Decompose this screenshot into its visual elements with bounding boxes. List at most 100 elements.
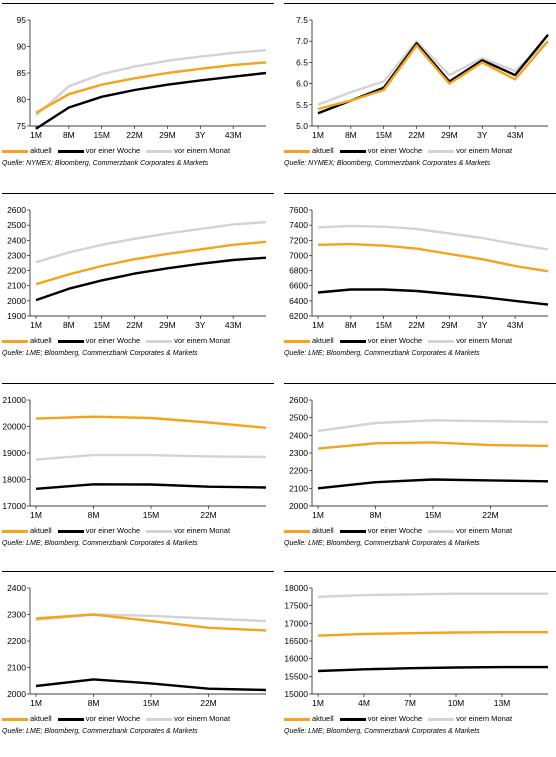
legend-swatch <box>146 339 173 343</box>
legend-item-monat: vor einem Monat <box>146 146 230 155</box>
legend-label: aktuell <box>312 526 334 535</box>
y-tick-label: 2100 <box>7 663 26 673</box>
x-tick-label: 1M <box>312 510 324 520</box>
legend-swatch <box>146 149 173 153</box>
y-tick-label: 95 <box>17 15 27 25</box>
x-tick-label: 15M <box>375 320 392 330</box>
legend-swatch <box>2 529 28 533</box>
legend-item-woche: vor einer Woche <box>339 714 423 723</box>
legend-label: aktuell <box>30 714 52 723</box>
series-line-aktuell <box>317 441 549 450</box>
legend-item-monat: vor einem Monat <box>428 714 512 723</box>
y-tick-label: 17000 <box>2 501 26 511</box>
legend-label: aktuell <box>312 146 334 155</box>
series-line-aktuell <box>317 40 549 111</box>
series-line-woche <box>35 678 267 692</box>
y-tick-label: 2600 <box>7 205 26 215</box>
legend-label: aktuell <box>312 336 334 345</box>
chart-plot: 1900 2000 2100 2200 2300 2400 2500 2600 1M 8M 15M 2… <box>7 205 267 330</box>
chart-legend: aktuell vor einer Woche vor einem Monat <box>284 146 518 155</box>
legend-label: vor einer Woche <box>367 714 423 723</box>
legend-item-aktuell: aktuell <box>2 146 52 155</box>
chart-panel-2: 5.0 5.5 6.0 6.5 7.0 7.5 1M 8M 15M 22M 29M 3Y 43M aktu… <box>284 2 556 187</box>
y-tick-label: 2200 <box>289 466 308 476</box>
x-tick-label: 3Y <box>195 320 206 330</box>
x-tick-label: 7M <box>404 698 416 708</box>
legend-label: vor einem Monat <box>456 526 513 535</box>
x-tick-label: 15M <box>143 510 160 520</box>
legend-item-aktuell: aktuell <box>284 526 334 535</box>
y-tick-label: 6800 <box>289 266 308 276</box>
chart-source: Quelle: LME; Bloomberg, Commerzbank Corp… <box>284 728 480 735</box>
y-tick-label: 7000 <box>289 250 308 260</box>
x-tick-label: 8M <box>63 320 75 330</box>
legend-label: vor einem Monat <box>174 714 231 723</box>
x-tick-label: 15M <box>375 130 392 140</box>
y-tick-label: 7600 <box>289 205 308 215</box>
x-tick-label: 1M <box>312 698 324 708</box>
series-line-woche <box>317 288 549 306</box>
chart-plot: 2000 2100 2200 2300 2400 2500 2600 1M 8M 15M 22M <box>289 395 549 520</box>
legend-swatch <box>428 529 455 533</box>
series-line-monat <box>35 453 267 461</box>
legend-item-woche: vor einer Woche <box>57 336 141 345</box>
chart-plot: 5.0 5.5 6.0 6.5 7.0 7.5 1M 8M 15M 22M 29M 3Y 43M <box>296 15 549 140</box>
chart-panel-8: 15000 15500 16000 16500 17000 17500 18000 1M 4M 7… <box>284 570 556 755</box>
legend-swatch <box>428 717 455 721</box>
chart-panel-1: 75 80 85 90 95 1M 8M 15M 22M 29M 3Y 43M aktuell vor e… <box>2 2 274 187</box>
legend-item-monat: vor einem Monat <box>428 146 512 155</box>
chart-plot: 15000 15500 16000 16500 17000 17500 18000 1M 4M 7… <box>284 583 548 708</box>
x-tick-label: 22M <box>126 130 143 140</box>
x-tick-label: 1M <box>30 698 42 708</box>
legend-item-aktuell: aktuell <box>284 336 334 345</box>
legend-label: aktuell <box>312 714 334 723</box>
y-tick-label: 7400 <box>289 220 308 230</box>
chart-legend: aktuell vor einer Woche vor einem Monat <box>284 526 518 535</box>
y-tick-label: 2400 <box>7 235 26 245</box>
y-tick-label: 5.5 <box>296 100 308 110</box>
y-tick-label: 2100 <box>289 483 308 493</box>
y-tick-label: 6200 <box>289 311 308 321</box>
x-tick-label: 22M <box>408 130 425 140</box>
y-tick-label: 85 <box>17 68 27 78</box>
series-line-woche <box>35 256 267 302</box>
y-tick-label: 5.0 <box>296 121 308 131</box>
x-tick-label: 1M <box>30 510 42 520</box>
y-tick-label: 15500 <box>284 671 308 681</box>
x-tick-label: 13M <box>494 698 511 708</box>
y-tick-label: 7200 <box>289 235 308 245</box>
legend-swatch <box>339 529 366 533</box>
x-tick-label: 15M <box>425 510 442 520</box>
legend-swatch <box>284 529 310 533</box>
chart-legend: aktuell vor einer Woche vor einem Monat <box>2 526 236 535</box>
chart-title <box>2 570 274 572</box>
legend-label: vor einem Monat <box>456 336 513 345</box>
y-tick-label: 15000 <box>284 689 308 699</box>
chart-title <box>284 2 556 4</box>
x-tick-label: 22M <box>126 320 143 330</box>
legend-item-aktuell: aktuell <box>284 146 334 155</box>
legend-swatch <box>57 529 84 533</box>
chart-plot: 2000 2100 2200 2300 2400 1M 8M 15M 22M <box>7 583 267 708</box>
y-tick-label: 75 <box>17 121 27 131</box>
x-tick-label: 8M <box>88 698 100 708</box>
x-tick-label: 8M <box>345 130 357 140</box>
legend-label: vor einer Woche <box>85 336 141 345</box>
series-line-woche <box>317 478 549 490</box>
y-tick-label: 2100 <box>7 281 26 291</box>
series-line-woche <box>35 483 267 490</box>
x-tick-label: 4M <box>358 698 370 708</box>
series-line-aktuell <box>35 415 267 429</box>
legend-label: vor einer Woche <box>367 146 423 155</box>
legend-item-woche: vor einer Woche <box>339 526 422 535</box>
x-tick-label: 8M <box>345 320 357 330</box>
legend-label: aktuell <box>30 336 52 345</box>
chart-plot: 17000 18000 19000 20000 21000 1M 8M 15M 22M <box>2 395 267 520</box>
x-tick-label: 8M <box>63 130 75 140</box>
legend-swatch <box>2 149 28 153</box>
y-tick-label: 7.0 <box>296 36 308 46</box>
y-tick-label: 2300 <box>289 448 308 458</box>
x-tick-label: 15M <box>93 130 110 140</box>
legend-label: vor einem Monat <box>174 146 231 155</box>
y-tick-label: 19000 <box>2 448 26 458</box>
